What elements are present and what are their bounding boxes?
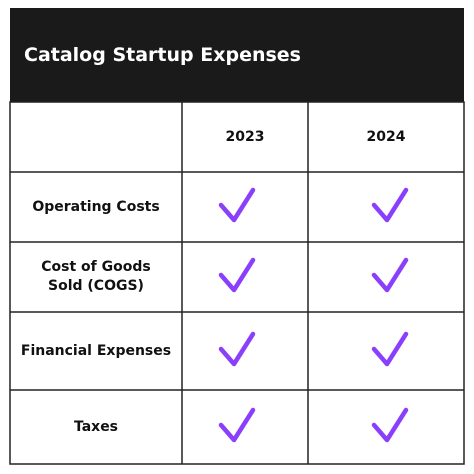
row-label: Operating Costs (32, 198, 160, 215)
check-icon (221, 410, 253, 440)
column-header: 2023 (225, 128, 265, 145)
row-label: Cost of Goods Sold (COGS) (41, 259, 151, 294)
row-label: Taxes (73, 418, 119, 435)
check-icon (221, 190, 253, 220)
check-icon (374, 334, 406, 364)
check-icon (374, 410, 406, 440)
title: Catalog Startup Expenses (24, 44, 301, 66)
column-header: 2024 (366, 128, 406, 145)
title-bar: Catalog Startup Expenses (10, 8, 464, 102)
table-border (9, 101, 465, 465)
check-icon (374, 190, 406, 220)
check-icon (374, 260, 406, 290)
check-icon (221, 260, 253, 290)
check-icon (221, 334, 253, 364)
row-label: Financial Expenses (20, 342, 172, 359)
